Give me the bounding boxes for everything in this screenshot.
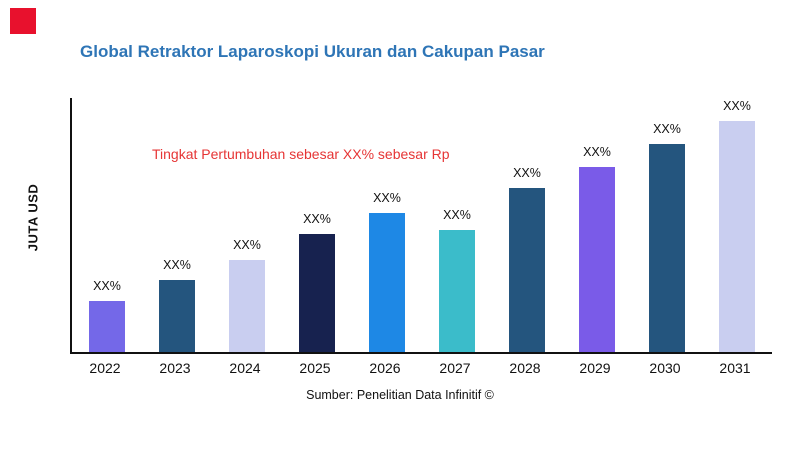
bars-container: XX% XX% XX% XX% XX% XX% XX% XX% XX% XX% xyxy=(72,98,772,352)
bar-value-label: XX% xyxy=(443,208,471,222)
x-tick-2024: 2024 xyxy=(229,360,261,376)
bar-value-label: XX% xyxy=(233,238,261,252)
bar-value-label: XX% xyxy=(373,191,401,205)
bar-value-label: XX% xyxy=(653,122,681,136)
bar-column-2031: XX% xyxy=(702,99,772,352)
x-tick-2025: 2025 xyxy=(299,360,331,376)
x-tick-2027: 2027 xyxy=(439,360,471,376)
bar-2025 xyxy=(299,234,335,352)
x-tick-2022: 2022 xyxy=(89,360,121,376)
bar-column-2026: XX% xyxy=(352,191,422,352)
x-axis-labels: 2022 2023 2024 2025 2026 2027 2028 2029 2030 2031 xyxy=(70,360,770,376)
bar-column-2028: XX% xyxy=(492,166,562,352)
bar-2024 xyxy=(229,260,265,352)
bar-2028 xyxy=(509,188,545,352)
x-tick-2028: 2028 xyxy=(509,360,541,376)
x-tick-2031: 2031 xyxy=(719,360,751,376)
bar-2030 xyxy=(649,144,685,352)
bar-value-label: XX% xyxy=(163,258,191,272)
bar-2029 xyxy=(579,167,615,352)
plot-area: Tingkat Pertumbuhan sebesar XX% sebesar … xyxy=(70,98,772,354)
x-tick-2023: 2023 xyxy=(159,360,191,376)
bar-2022 xyxy=(89,301,125,352)
growth-annotation: Tingkat Pertumbuhan sebesar XX% sebesar … xyxy=(152,146,450,162)
bar-column-2023: XX% xyxy=(142,258,212,352)
bar-column-2024: XX% xyxy=(212,238,282,352)
bar-column-2027: XX% xyxy=(422,208,492,352)
bar-column-2029: XX% xyxy=(562,145,632,352)
brand-logo-square xyxy=(10,8,36,34)
y-axis-label: JUTA USD xyxy=(25,183,41,252)
bar-column-2025: XX% xyxy=(282,212,352,352)
bar-column-2022: XX% xyxy=(72,279,142,352)
bar-2023 xyxy=(159,280,195,352)
bar-value-label: XX% xyxy=(303,212,331,226)
bar-value-label: XX% xyxy=(723,99,751,113)
x-tick-2026: 2026 xyxy=(369,360,401,376)
bar-column-2030: XX% xyxy=(632,122,702,352)
x-tick-2030: 2030 xyxy=(649,360,681,376)
bar-value-label: XX% xyxy=(513,166,541,180)
bar-2031 xyxy=(719,121,755,352)
x-tick-2029: 2029 xyxy=(579,360,611,376)
source-text: Sumber: Penelitian Data Infinitif © xyxy=(306,388,494,402)
chart-title: Global Retraktor Laparoskopi Ukuran dan … xyxy=(80,42,545,61)
bar-2026 xyxy=(369,213,405,352)
bar-value-label: XX% xyxy=(93,279,121,293)
bar-value-label: XX% xyxy=(583,145,611,159)
bar-2027 xyxy=(439,230,475,352)
